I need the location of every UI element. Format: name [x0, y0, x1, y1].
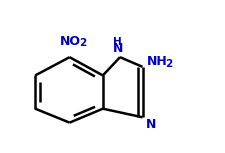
Text: N: N: [146, 118, 156, 131]
Text: N: N: [113, 42, 123, 55]
Text: 2: 2: [165, 59, 172, 69]
Text: NO: NO: [60, 35, 81, 48]
Text: 2: 2: [79, 38, 86, 48]
Text: H: H: [113, 37, 122, 47]
Text: NH: NH: [147, 55, 168, 68]
